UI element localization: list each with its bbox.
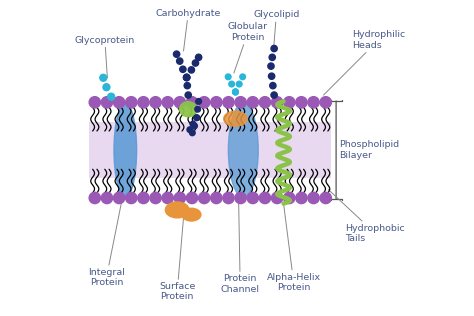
Circle shape <box>268 73 275 79</box>
Circle shape <box>194 115 200 121</box>
Circle shape <box>259 192 271 204</box>
Circle shape <box>235 97 246 108</box>
Text: Surface
Protein: Surface Protein <box>159 218 195 301</box>
Circle shape <box>308 97 319 108</box>
Circle shape <box>283 192 295 204</box>
Text: Glycoprotein: Glycoprotein <box>75 35 135 78</box>
Circle shape <box>272 192 283 204</box>
Ellipse shape <box>180 102 197 117</box>
Ellipse shape <box>164 201 190 219</box>
Circle shape <box>271 46 277 52</box>
Text: Hydrophobic
Tails: Hydrophobic Tails <box>328 190 405 243</box>
Text: Protein
Channel: Protein Channel <box>220 197 260 294</box>
Circle shape <box>162 97 173 108</box>
Circle shape <box>183 74 190 81</box>
Text: Hydrophilic
Heads: Hydrophilic Heads <box>324 30 405 95</box>
Text: Globular
Protein: Globular Protein <box>228 22 268 73</box>
Circle shape <box>89 192 100 204</box>
Circle shape <box>296 97 307 108</box>
Circle shape <box>225 74 231 80</box>
Circle shape <box>138 97 149 108</box>
Circle shape <box>113 192 125 204</box>
Circle shape <box>173 51 180 57</box>
Circle shape <box>126 97 137 108</box>
Circle shape <box>89 97 100 108</box>
Circle shape <box>233 89 238 95</box>
Circle shape <box>268 63 274 69</box>
Circle shape <box>186 97 198 108</box>
Circle shape <box>210 97 222 108</box>
Circle shape <box>185 92 191 98</box>
Circle shape <box>296 192 307 204</box>
Text: Alpha-Helix
Protein: Alpha-Helix Protein <box>266 204 321 292</box>
Circle shape <box>240 74 246 80</box>
Circle shape <box>190 130 195 136</box>
Circle shape <box>320 97 331 108</box>
Text: Phospholipid
Bilayer: Phospholipid Bilayer <box>339 140 400 160</box>
Circle shape <box>308 192 319 204</box>
Circle shape <box>247 97 258 108</box>
Circle shape <box>150 97 161 108</box>
Circle shape <box>229 81 235 87</box>
FancyBboxPatch shape <box>89 122 331 179</box>
Circle shape <box>174 192 185 204</box>
Circle shape <box>210 192 222 204</box>
Circle shape <box>233 89 238 95</box>
Circle shape <box>162 192 173 204</box>
Text: Carbohydrate: Carbohydrate <box>155 9 221 51</box>
Circle shape <box>233 89 238 95</box>
Circle shape <box>174 97 185 108</box>
Circle shape <box>150 192 161 204</box>
Circle shape <box>192 60 199 66</box>
Circle shape <box>223 97 234 108</box>
Circle shape <box>188 67 194 73</box>
Circle shape <box>177 58 183 64</box>
Circle shape <box>270 82 276 89</box>
Circle shape <box>101 192 113 204</box>
Circle shape <box>283 97 295 108</box>
Circle shape <box>138 192 149 204</box>
Circle shape <box>247 192 258 204</box>
Circle shape <box>195 106 201 112</box>
Circle shape <box>100 74 107 81</box>
Circle shape <box>191 123 197 129</box>
Ellipse shape <box>224 111 247 126</box>
Ellipse shape <box>181 208 201 222</box>
Circle shape <box>199 192 210 204</box>
Ellipse shape <box>228 103 258 197</box>
Circle shape <box>235 192 246 204</box>
Circle shape <box>184 82 191 89</box>
Circle shape <box>320 192 331 204</box>
Circle shape <box>183 74 190 81</box>
Circle shape <box>183 74 190 81</box>
Circle shape <box>103 84 110 91</box>
Circle shape <box>269 54 275 60</box>
Ellipse shape <box>114 103 137 197</box>
Circle shape <box>195 54 202 60</box>
Circle shape <box>190 121 196 127</box>
Circle shape <box>196 99 201 104</box>
Text: Glycolipid: Glycolipid <box>253 10 300 46</box>
Circle shape <box>108 93 115 100</box>
Circle shape <box>126 192 137 204</box>
Circle shape <box>272 97 283 108</box>
Circle shape <box>113 97 125 108</box>
Circle shape <box>187 127 192 132</box>
Circle shape <box>180 66 186 72</box>
Circle shape <box>223 192 234 204</box>
Circle shape <box>101 97 113 108</box>
Text: Integral
Protein: Integral Protein <box>88 199 125 287</box>
Circle shape <box>237 81 242 87</box>
Circle shape <box>271 92 277 98</box>
Circle shape <box>194 115 200 121</box>
Circle shape <box>199 97 210 108</box>
Circle shape <box>259 97 271 108</box>
Circle shape <box>186 192 198 204</box>
